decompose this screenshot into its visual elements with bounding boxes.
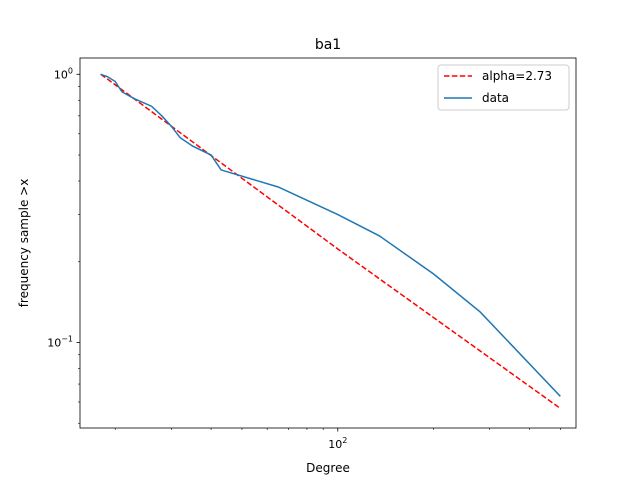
- legend-label: alpha=2.73: [482, 69, 552, 83]
- chart-title: ba1: [315, 37, 341, 53]
- legend: alpha=2.73 data: [437, 64, 570, 111]
- y-tick-label: 10−1: [47, 335, 73, 350]
- y-tick-label: 100: [54, 66, 73, 81]
- axes-frame: [79, 57, 577, 429]
- series-line-fit: [100, 73, 561, 409]
- plot-area: [100, 73, 561, 409]
- x-axis-label: Degree: [306, 461, 350, 475]
- legend-label: data: [482, 91, 509, 105]
- y-axis-label: frequency sample >x: [17, 179, 31, 308]
- x-tick-label: 102: [328, 436, 347, 451]
- tick-group: 102 100 10−1: [47, 66, 561, 451]
- series-line-data: [100, 73, 561, 397]
